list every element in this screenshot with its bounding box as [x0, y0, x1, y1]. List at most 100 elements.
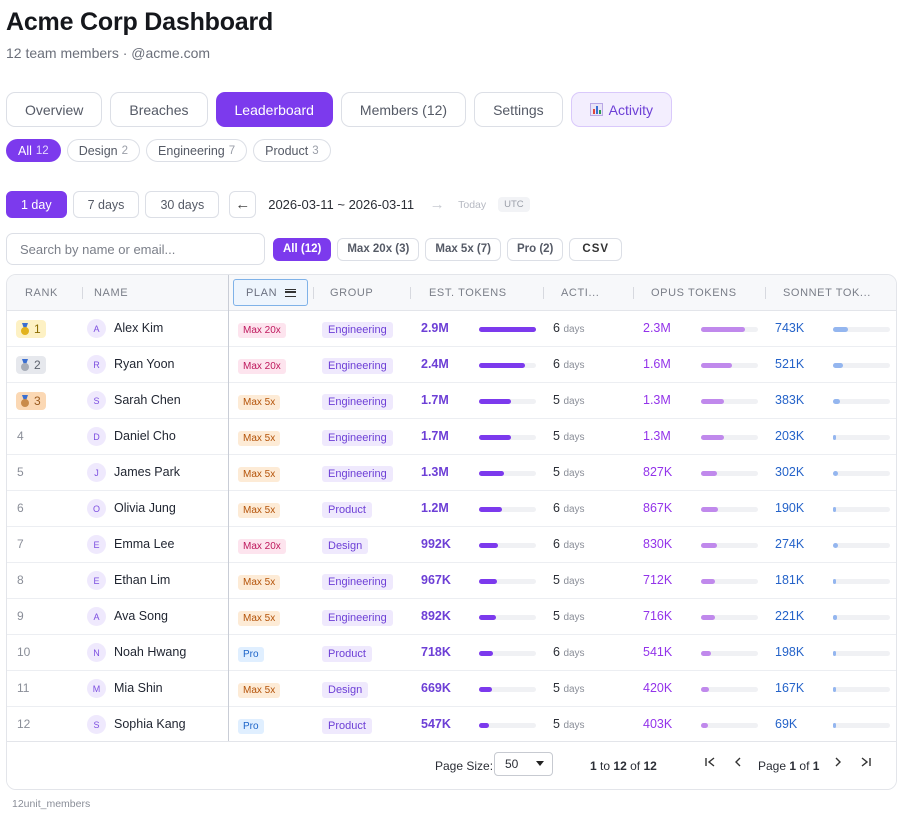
first-page-icon[interactable]	[701, 756, 719, 771]
table-row[interactable]: 2 R Ryan Yoon Max 20x Engineering 2.4M 6 days 1…	[7, 347, 896, 383]
table-row[interactable]: 12 S Sophia Kang Pro Product 547K 5 days 403K 69…	[7, 707, 896, 743]
column-separator[interactable]	[410, 287, 411, 299]
last-page-icon[interactable]	[857, 756, 875, 771]
range-30-days-button[interactable]: 30 days	[145, 191, 220, 218]
opus-tokens-bar	[701, 471, 758, 476]
sonnet-tokens-value: 181K	[775, 573, 805, 587]
column-separator[interactable]	[633, 287, 634, 299]
range-1-day-button[interactable]: 1 day	[6, 191, 67, 218]
header-name[interactable]: NAME	[94, 287, 129, 299]
member-name[interactable]: Sophia Kang	[114, 717, 186, 731]
active-days: 5 days	[553, 465, 585, 479]
group-filter-design[interactable]: Design 2	[66, 139, 141, 162]
member-name[interactable]: Noah Hwang	[114, 645, 187, 659]
table-row[interactable]: 6 O Olivia Jung Max 5x Product 1.2M 6 days 867K…	[7, 491, 896, 527]
page-size-select[interactable]: 50	[494, 752, 553, 776]
header-active-days[interactable]: ACTI...	[561, 287, 600, 299]
est-tokens-bar-fill	[479, 723, 490, 728]
next-date-button[interactable]: →	[429, 196, 445, 213]
opus-tokens-bar-fill	[701, 327, 746, 332]
tab-activity[interactable]: Activity	[570, 92, 672, 127]
group-filter-engineering[interactable]: Engineering 7	[146, 139, 248, 162]
est-tokens-value: 1.3M	[421, 465, 449, 479]
sonnet-tokens-bar-fill	[833, 507, 837, 512]
opus-tokens-value: 1.3M	[643, 429, 671, 443]
tab-members[interactable]: Members (12)	[340, 92, 467, 127]
header-plan[interactable]: PLAN	[233, 279, 308, 306]
plan-filter-max20x[interactable]: Max 20x (3)	[337, 237, 420, 261]
prev-page-icon[interactable]	[729, 756, 747, 771]
search-input[interactable]	[6, 233, 265, 265]
table-row[interactable]: 8 E Ethan Lim Max 5x Engineering 967K 5 days 71…	[7, 563, 896, 599]
table-row[interactable]: 4 D Daniel Cho Max 5x Engineering 1.7M 5 days 1…	[7, 419, 896, 455]
member-name[interactable]: Daniel Cho	[114, 429, 176, 443]
opus-tokens-value: 827K	[643, 465, 673, 479]
silver-medal-icon	[20, 359, 30, 371]
header-rank[interactable]: RANK	[25, 287, 58, 299]
column-separator[interactable]	[313, 287, 314, 299]
page-size-value: 50	[505, 757, 519, 771]
est-tokens-bar-fill	[479, 687, 492, 692]
column-separator[interactable]	[82, 287, 83, 299]
est-tokens-value: 1.7M	[421, 429, 449, 443]
sonnet-tokens-value: 167K	[775, 681, 805, 695]
header-sonnet-tokens[interactable]: SONNET TOK...	[783, 287, 871, 299]
column-separator[interactable]	[543, 287, 544, 299]
header-opus-tokens[interactable]: OPUS TOKENS	[651, 287, 737, 299]
sonnet-tokens-bar	[833, 723, 890, 728]
page-of-word: of	[799, 759, 810, 773]
group-badge: Engineering	[322, 322, 393, 338]
prev-date-button[interactable]: ←	[229, 191, 257, 218]
est-tokens-bar	[479, 687, 536, 692]
sonnet-tokens-bar-fill	[833, 723, 836, 728]
member-name[interactable]: Olivia Jung	[114, 501, 176, 515]
plan-filter-all[interactable]: All (12)	[273, 237, 332, 261]
est-tokens-bar-fill	[479, 507, 502, 512]
member-name[interactable]: Mia Shin	[114, 681, 163, 695]
sonnet-tokens-bar	[833, 327, 890, 332]
plan-badge: Max 20x	[238, 359, 286, 374]
header-group[interactable]: GROUP	[330, 287, 374, 299]
avatar: E	[87, 571, 106, 590]
range-7-days-button[interactable]: 7 days	[72, 191, 140, 218]
table-row[interactable]: 10 N Noah Hwang Pro Product 718K 6 days 541K 198…	[7, 635, 896, 671]
next-page-icon[interactable]	[829, 756, 847, 771]
group-badge: Design	[322, 682, 369, 698]
rank-number: 10	[17, 645, 31, 659]
group-filter-all[interactable]: All 12	[6, 139, 61, 162]
table-row[interactable]: 9 A Ava Song Max 5x Engineering 892K 5 days 716…	[7, 599, 896, 635]
member-name[interactable]: Ethan Lim	[114, 573, 171, 587]
avatar: M	[87, 679, 106, 698]
group-filter-product[interactable]: Product 3	[253, 139, 331, 162]
member-name[interactable]: Ava Song	[114, 609, 168, 623]
csv-export-button[interactable]: CSV	[569, 237, 623, 261]
member-name[interactable]: Sarah Chen	[114, 393, 181, 407]
header-est-tokens[interactable]: EST. TOKENS	[429, 287, 507, 299]
tab-settings[interactable]: Settings	[474, 92, 563, 127]
column-menu-icon[interactable]	[285, 288, 297, 297]
group-badge: Engineering	[322, 610, 393, 626]
tab-breaches[interactable]: Breaches	[110, 92, 208, 127]
tab-leaderboard[interactable]: Leaderboard	[215, 92, 333, 127]
member-name[interactable]: James Park	[114, 465, 180, 479]
plan-filter-pro[interactable]: Pro (2)	[506, 237, 564, 261]
opus-tokens-value: 1.6M	[643, 357, 671, 371]
est-tokens-value: 669K	[421, 681, 451, 695]
group-filter-label: Product	[265, 143, 309, 158]
avatar: N	[87, 643, 106, 662]
member-name[interactable]: Emma Lee	[114, 537, 175, 551]
est-tokens-bar-fill	[479, 615, 497, 620]
table-row[interactable]: 3 S Sarah Chen Max 5x Engineering 1.7M 5 days 1…	[7, 383, 896, 419]
table-row[interactable]: 1 A Alex Kim Max 20x Engineering 2.9M 6 days 2.…	[7, 311, 896, 347]
today-button[interactable]: Today	[458, 198, 487, 211]
table-row[interactable]: 11 M Mia Shin Max 5x Design 669K 5 days 420K 167…	[7, 671, 896, 707]
table-row[interactable]: 7 E Emma Lee Max 20x Design 992K 6 days 830K 274…	[7, 527, 896, 563]
member-name[interactable]: Ryan Yoon	[114, 357, 175, 371]
table-row[interactable]: 5 J James Park Max 5x Engineering 1.3M 5 days 8…	[7, 455, 896, 491]
group-filter-count: 7	[228, 144, 236, 157]
column-separator[interactable]	[765, 287, 766, 299]
range-from: 1	[590, 759, 597, 773]
plan-filter-max5x[interactable]: Max 5x (7)	[425, 237, 501, 261]
tab-overview[interactable]: Overview	[6, 92, 103, 127]
member-name[interactable]: Alex Kim	[114, 321, 164, 335]
